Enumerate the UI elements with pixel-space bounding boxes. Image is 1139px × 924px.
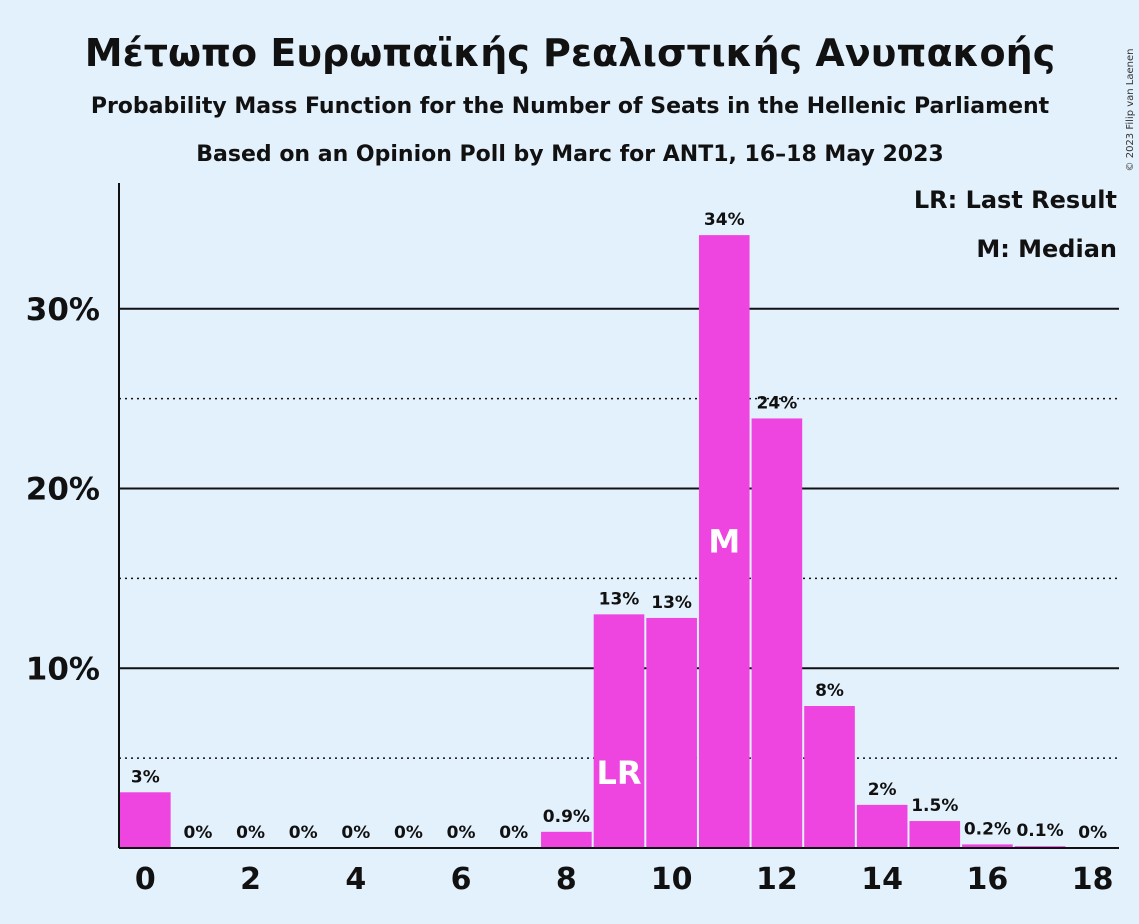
data-label-seat-13: 8% (815, 681, 844, 701)
x-tick-label: 6 (451, 862, 472, 897)
x-tick-label: 18 (1072, 862, 1114, 897)
data-label-seat-9: 13% (599, 589, 640, 609)
legend-median: M: Median (976, 235, 1117, 263)
bar-seat-8 (541, 831, 592, 848)
data-labels: 3% 0% 0% 0% 0% 0% 0% 0% 0.9% 13% 13% 34% 24% 8% 2% 1.5%… (131, 210, 1107, 843)
bar-seat-12 (751, 418, 803, 848)
data-label-seat-16: 0.2% (964, 819, 1011, 839)
data-label-seat-12: 24% (757, 393, 798, 413)
x-tick-label: 10 (651, 862, 693, 897)
data-label-seat-0: 3% (131, 767, 160, 787)
x-tick-label: 8 (556, 862, 577, 897)
y-tick-label: 20% (26, 472, 100, 508)
legend-last-result: LR: Last Result (914, 186, 1117, 214)
y-tick-label: 30% (26, 292, 100, 328)
data-label-seat-4: 0% (341, 823, 370, 843)
x-tick-label: 14 (861, 862, 903, 897)
median-marker: M (708, 523, 740, 561)
copyright-note: © 2023 Filip van Laenen (1125, 49, 1136, 172)
bar-seat-13 (804, 706, 855, 848)
bars (120, 235, 1066, 848)
data-label-seat-18: 0% (1078, 823, 1107, 843)
bar-seat-0 (120, 792, 171, 848)
axes: 10% 20% 30% 0 2 4 6 8 10 12 14 16 18 (26, 183, 1119, 897)
data-label-seat-15: 1.5% (911, 796, 958, 816)
last-result-marker: LR (596, 754, 641, 792)
data-label-seat-7: 0% (499, 823, 528, 843)
bar-seat-11 (698, 235, 750, 848)
data-label-seat-6: 0% (447, 823, 476, 843)
chart-title: Μέτωπο Ευρωπαϊκής Ρεαλιστικής Ανυπακοής (85, 31, 1055, 75)
bar-seat-16 (962, 844, 1013, 848)
data-label-seat-1: 0% (184, 823, 213, 843)
data-label-seat-3: 0% (289, 823, 318, 843)
data-label-seat-14: 2% (868, 780, 897, 800)
x-tick-label: 12 (756, 862, 798, 897)
data-label-seat-10: 13% (651, 593, 692, 613)
bar-seat-10 (646, 617, 697, 848)
data-label-seat-17: 0.1% (1016, 821, 1063, 841)
x-tick-label: 2 (240, 862, 261, 897)
x-tick-label: 16 (967, 862, 1009, 897)
bar-seat-9 (593, 614, 645, 848)
y-tick-label: 10% (26, 651, 100, 687)
chart-subtitle: Probability Mass Function for the Number… (91, 94, 1050, 119)
data-label-seat-2: 0% (236, 823, 265, 843)
x-tick-label: 4 (345, 862, 366, 897)
chart-subtitle-poll: Based on an Opinion Poll by Marc for ANT… (196, 142, 943, 167)
bar-seat-15 (909, 821, 961, 848)
data-label-seat-8: 0.9% (543, 807, 590, 827)
data-label-seat-5: 0% (394, 823, 423, 843)
x-tick-label: 0 (135, 862, 156, 897)
data-label-seat-11: 34% (704, 210, 745, 230)
bar-seat-14 (856, 804, 908, 848)
